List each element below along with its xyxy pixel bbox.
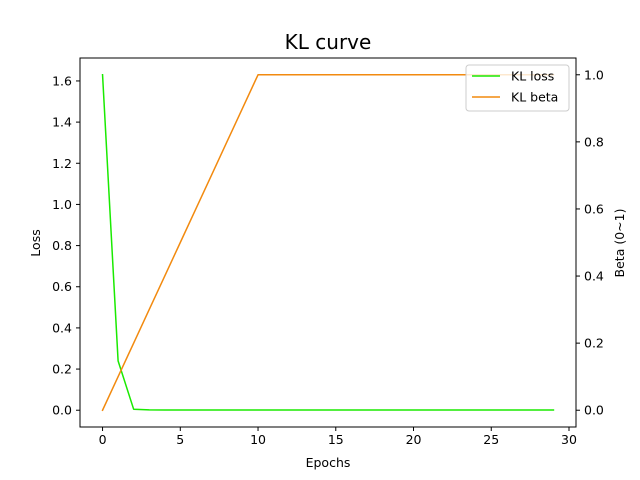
x-tick-label: 30 — [561, 432, 577, 447]
right-y-tick-label: 0.6 — [584, 201, 604, 216]
series-line-kl-loss — [101, 73, 555, 411]
left-y-tick-label: 1.4 — [52, 115, 72, 130]
x-tick-label: 20 — [406, 432, 422, 447]
right-y-tick-label: 0.2 — [584, 336, 604, 351]
x-tick-label: 0 — [99, 432, 107, 447]
x-tick-label: 5 — [176, 432, 184, 447]
legend-label-kl-loss: KL loss — [511, 69, 554, 84]
left-y-tick-label: 0.4 — [52, 320, 72, 335]
left-y-tick-label: 0.2 — [52, 362, 72, 377]
left-y-axis-label: Loss — [28, 229, 43, 256]
legend: KL loss KL beta — [465, 64, 570, 112]
chart-title: KL curve — [285, 30, 372, 54]
x-tick-label: 10 — [250, 432, 266, 447]
left-y-tick-label: 0.6 — [52, 279, 72, 294]
right-y-tick-label: 0.0 — [584, 403, 604, 418]
right-y-tick-label: 0.8 — [584, 134, 604, 149]
legend-label-kl-beta: KL beta — [511, 90, 558, 105]
right-y-axis-label: Beta (0~1) — [612, 209, 627, 278]
x-axis-ticks: 0 5 10 15 20 25 30 — [99, 427, 577, 447]
right-y-tick-label: 1.0 — [584, 67, 604, 82]
plot-frame — [79, 57, 577, 428]
left-y-tick-label: 0.8 — [52, 238, 72, 253]
x-tick-label: 25 — [483, 432, 499, 447]
left-y-tick-label: 1.2 — [52, 156, 72, 171]
left-y-axis-ticks: 0.0 0.2 0.4 0.6 0.8 1.0 1.2 1.4 1.6 — [52, 73, 80, 418]
left-y-tick-label: 1.6 — [52, 73, 72, 88]
left-y-tick-label: 1.0 — [52, 197, 72, 212]
left-y-tick-label: 0.0 — [52, 403, 72, 418]
right-y-tick-label: 0.4 — [584, 269, 604, 284]
right-y-axis-ticks: 0.0 0.2 0.4 0.6 0.8 1.0 — [576, 67, 604, 418]
x-tick-label: 15 — [328, 432, 344, 447]
x-axis-label: Epochs — [306, 455, 351, 470]
